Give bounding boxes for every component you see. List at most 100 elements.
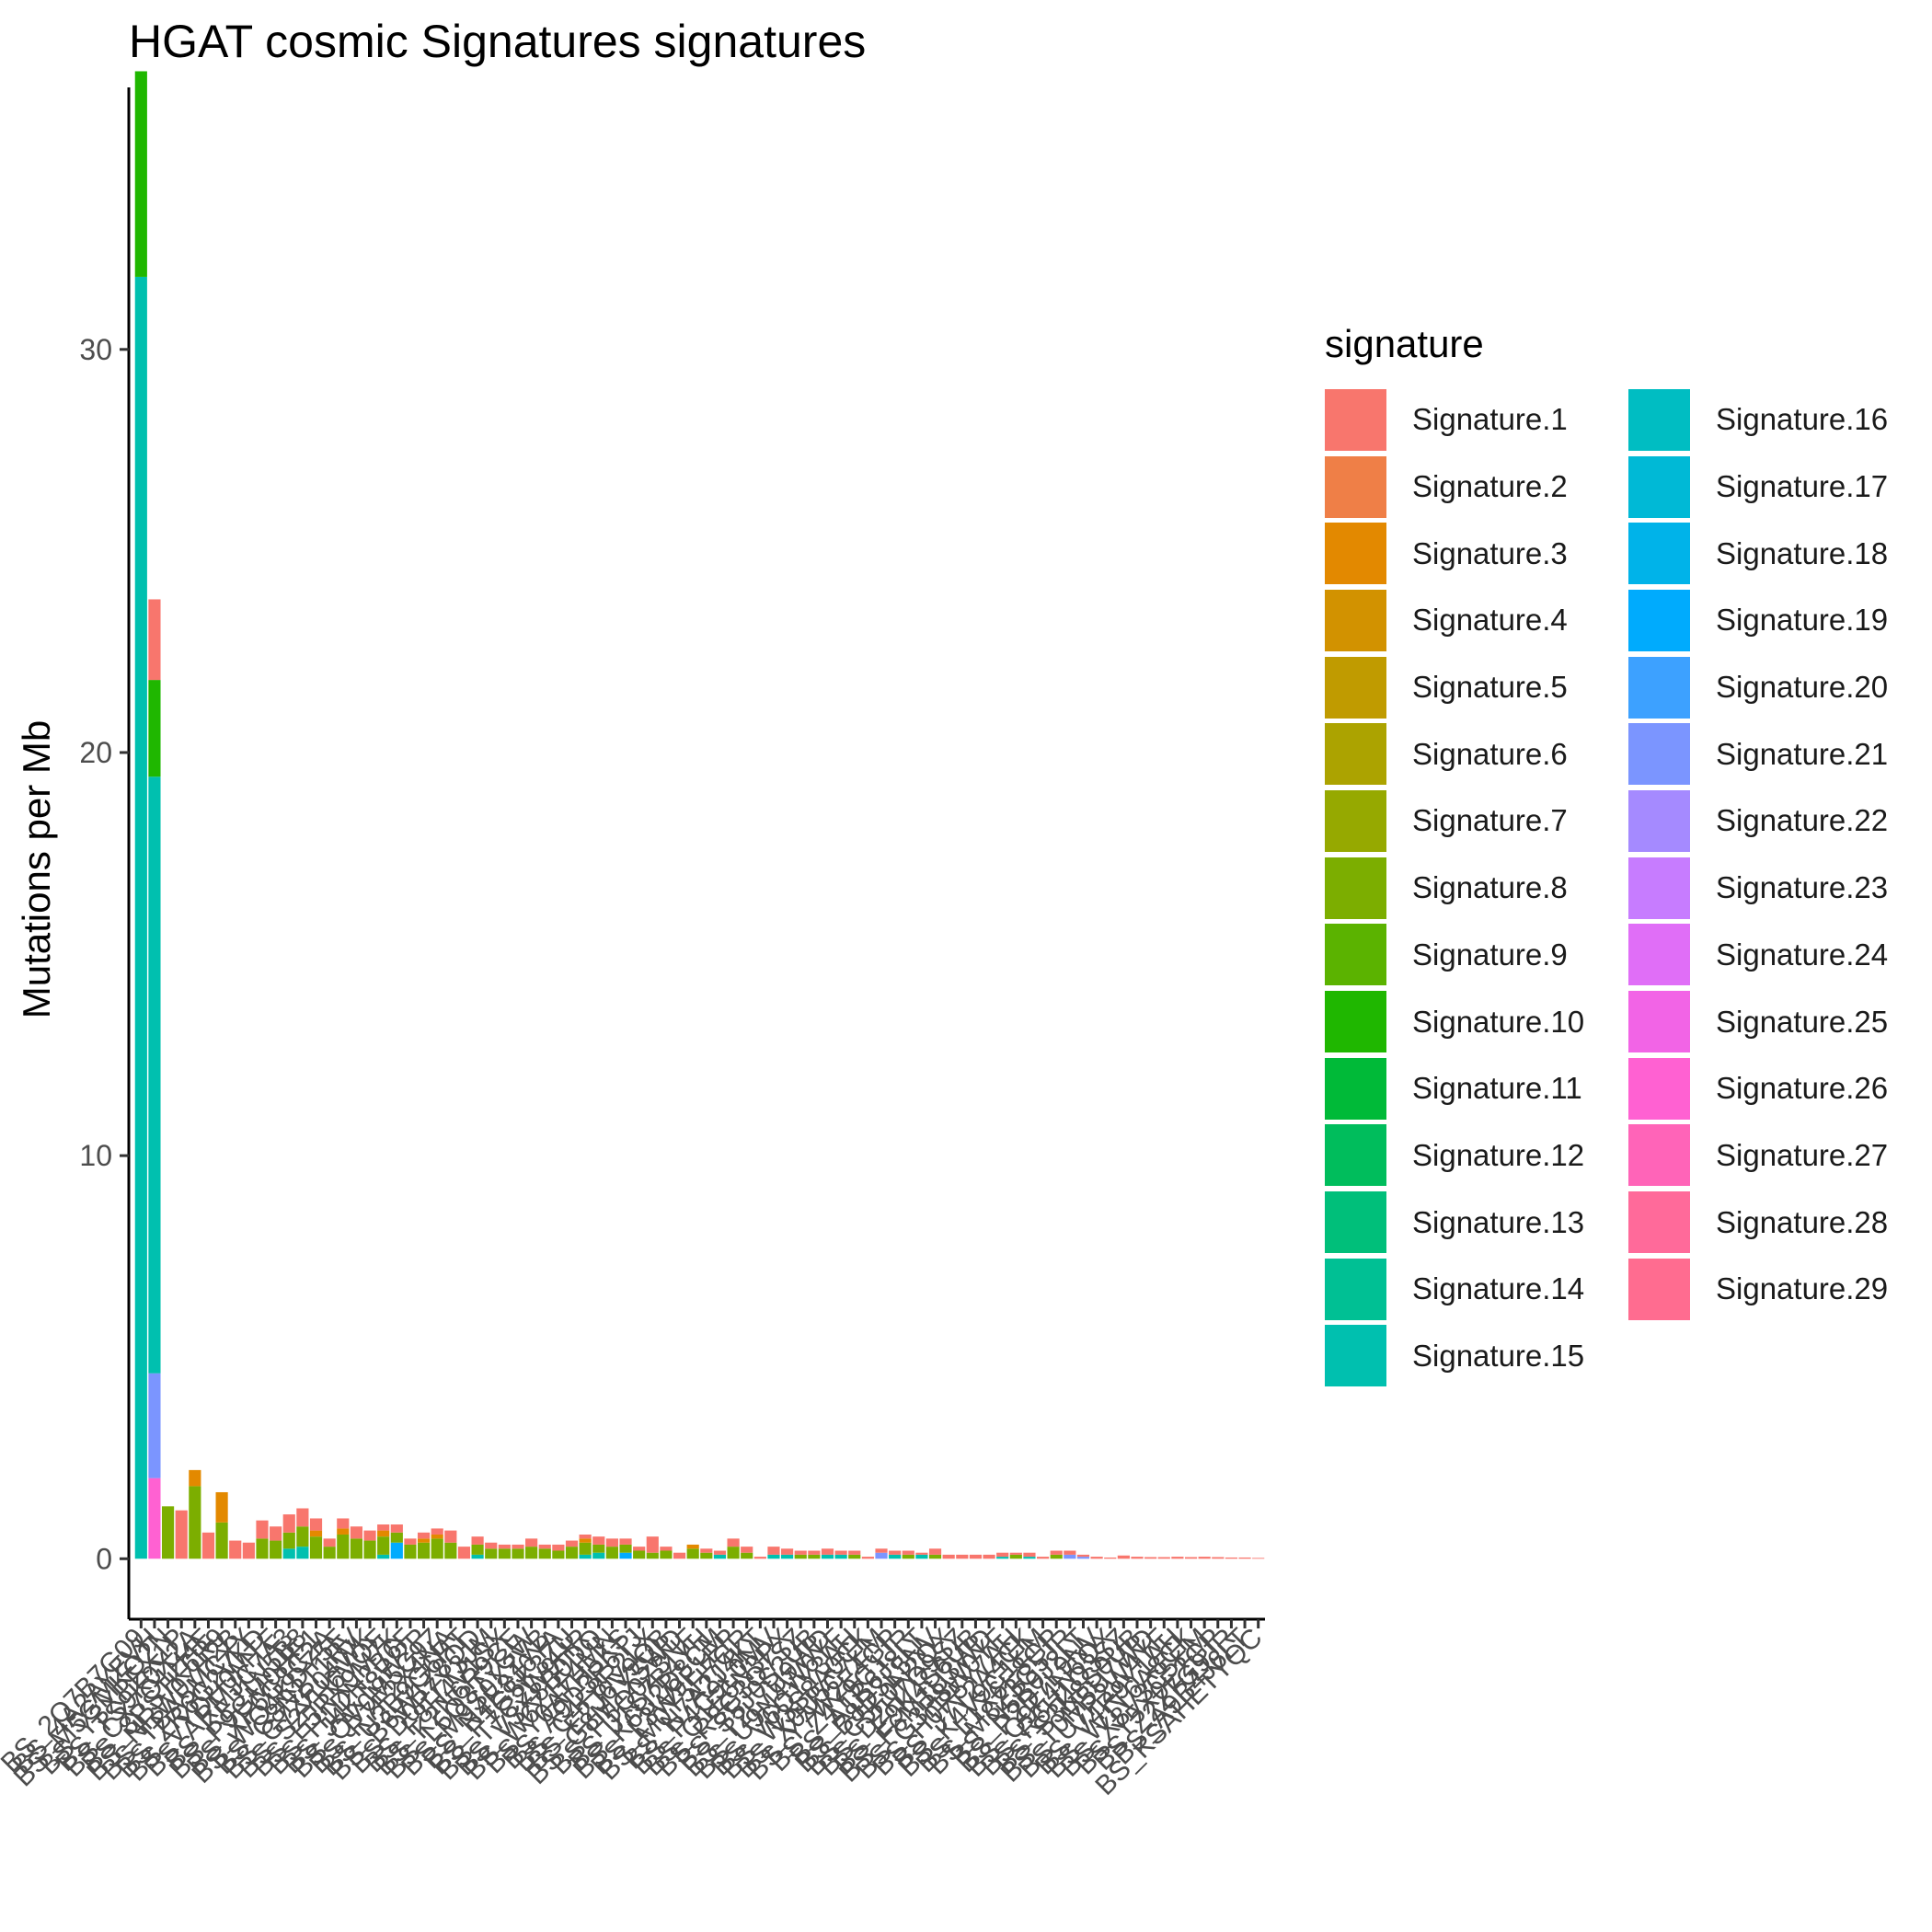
bar-segment xyxy=(741,1547,753,1553)
legend-label: Signature.21 xyxy=(1716,736,1889,771)
legend-label: Signature.8 xyxy=(1412,870,1568,905)
bar-segment xyxy=(902,1550,914,1555)
bar-segment xyxy=(215,1522,228,1559)
bar-segment xyxy=(485,1542,498,1549)
legend-item: Signature.25 xyxy=(1628,988,1932,1055)
bar-segment xyxy=(538,1548,551,1559)
legend-item: Signature.4 xyxy=(1325,587,1628,654)
legend-item: Signature.27 xyxy=(1628,1122,1932,1190)
bar-segment xyxy=(1212,1557,1225,1559)
bar-segment xyxy=(592,1536,605,1545)
y-tick-label: 20 xyxy=(79,736,112,769)
bar-segment xyxy=(1037,1557,1050,1559)
bar-segment xyxy=(956,1554,969,1559)
bar-segment xyxy=(1023,1557,1036,1559)
bar-segment xyxy=(431,1528,443,1535)
legend-swatch xyxy=(1325,991,1386,1053)
bar-segment xyxy=(538,1544,551,1549)
bar-segment xyxy=(996,1557,1009,1559)
bar-segment xyxy=(350,1538,362,1559)
legend-item: Signature.17 xyxy=(1628,454,1932,521)
bar-segment xyxy=(161,1506,175,1559)
legend-label: Signature.26 xyxy=(1716,1071,1889,1106)
bar-segment xyxy=(619,1544,632,1553)
bar-segment xyxy=(794,1554,807,1559)
legend-item: Signature.23 xyxy=(1628,855,1932,922)
bar-segment xyxy=(444,1530,457,1543)
bar-segment xyxy=(471,1544,484,1555)
legend-item: Signature.6 xyxy=(1325,720,1628,788)
bar-segment xyxy=(727,1547,740,1559)
bar-segment xyxy=(175,1510,188,1559)
bar-segment xyxy=(861,1557,874,1559)
bar-segment xyxy=(875,1552,888,1559)
legend: signature Signature.1 Signature.2 Signatur… xyxy=(1325,322,1932,1389)
legend-label: Signature.20 xyxy=(1716,670,1889,705)
bar-segment xyxy=(753,1557,766,1559)
bar-segment xyxy=(309,1530,323,1537)
bar-segment xyxy=(915,1552,928,1555)
bar-segment xyxy=(646,1552,659,1559)
legend-title: signature xyxy=(1325,322,1484,365)
bar-segment xyxy=(431,1534,443,1539)
legend-label: Signature.18 xyxy=(1716,535,1889,570)
bar-segment xyxy=(713,1554,727,1559)
legend-swatch xyxy=(1628,589,1690,651)
bar-stacks xyxy=(134,71,1265,1559)
legend-item: Signature.3 xyxy=(1325,520,1628,587)
bar-segment xyxy=(417,1532,431,1539)
bar-segment xyxy=(363,1540,376,1559)
legend-label: Signature.17 xyxy=(1716,469,1889,504)
legend-label: Signature.9 xyxy=(1412,937,1568,972)
legend-item: Signature.14 xyxy=(1325,1256,1628,1323)
legend-swatch xyxy=(1628,523,1690,585)
bar-segment xyxy=(148,1373,161,1478)
legend-item: Signature.8 xyxy=(1325,855,1628,922)
bar-segment xyxy=(444,1542,457,1559)
bar-segment xyxy=(270,1540,282,1559)
bar-segment xyxy=(390,1542,403,1559)
bar-segment xyxy=(579,1534,592,1539)
legend-label: Signature.14 xyxy=(1412,1271,1585,1306)
legend-item: Signature.24 xyxy=(1628,922,1932,989)
legend-item: Signature.28 xyxy=(1628,1189,1932,1256)
legend-label: Signature.1 xyxy=(1412,402,1568,437)
legend-label: Signature.4 xyxy=(1412,603,1568,638)
legend-swatch xyxy=(1325,455,1386,518)
bar-segment xyxy=(134,71,147,277)
y-axis-title: Mutations per Mb xyxy=(15,720,58,1018)
legend-swatch xyxy=(1628,723,1690,786)
bar-segment xyxy=(148,1478,161,1559)
bar-segment xyxy=(498,1548,511,1559)
bar-segment xyxy=(619,1538,632,1545)
legend-swatch xyxy=(1325,388,1386,451)
bar-segment xyxy=(579,1542,592,1555)
bar-segment xyxy=(592,1552,605,1559)
legend-swatch xyxy=(1628,789,1690,852)
bar-segment xyxy=(471,1554,484,1559)
bar-segment xyxy=(148,776,161,1374)
bar-segment xyxy=(363,1530,376,1541)
legend-label: Signature.13 xyxy=(1412,1204,1585,1239)
bar-segment xyxy=(727,1538,740,1547)
bar-segment xyxy=(390,1532,403,1543)
legend-item: Signature.13 xyxy=(1325,1189,1628,1256)
legend-swatch xyxy=(1325,1191,1386,1254)
legend-label: Signature.11 xyxy=(1412,1071,1582,1106)
bar-segment xyxy=(1064,1554,1076,1559)
bar-segment xyxy=(821,1548,834,1555)
bar-segment xyxy=(1050,1554,1063,1559)
bar-segment xyxy=(619,1552,632,1559)
bar-segment xyxy=(552,1544,565,1551)
bar-segment xyxy=(282,1532,295,1549)
bar-segment xyxy=(942,1554,955,1559)
x-axis: BS_2Q7B7G09BS_4A2AYEVHBS_M5GMKQ2NBS_Y3XP… xyxy=(0,1617,1269,1801)
legend-swatch xyxy=(1325,1325,1386,1387)
bar-segment xyxy=(633,1550,646,1559)
bar-segment xyxy=(485,1548,498,1559)
bar-segment xyxy=(633,1547,646,1551)
bar-segment xyxy=(781,1548,794,1555)
bar-segment xyxy=(323,1547,336,1559)
bar-segment xyxy=(660,1550,673,1559)
bar-segment xyxy=(834,1554,847,1559)
